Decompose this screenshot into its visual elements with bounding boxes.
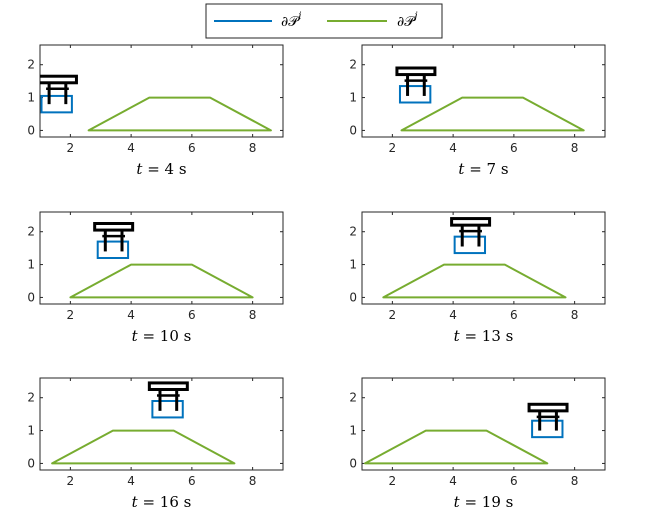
robot-top-bar bbox=[93, 222, 135, 232]
plot-area bbox=[40, 74, 272, 132]
plot-area bbox=[69, 222, 254, 299]
axes-box bbox=[361, 44, 606, 138]
x-tick-label: 6 bbox=[510, 474, 518, 488]
x-tick-label: 2 bbox=[389, 474, 397, 488]
x-tick-label: 4 bbox=[449, 308, 457, 322]
y-tick-label: 2 bbox=[27, 225, 35, 239]
robot-top-bar bbox=[395, 66, 437, 77]
subplot-1: 2 4 6 8 0 1 2 t = 7 s bbox=[349, 44, 606, 178]
y-tick-label: 1 bbox=[349, 424, 357, 438]
robot-top-bar bbox=[450, 217, 492, 227]
x-tick-label: 6 bbox=[510, 308, 518, 322]
trapezoid-boundary-pj bbox=[87, 96, 272, 132]
y-tick-label: 0 bbox=[349, 456, 357, 470]
x-tick-label: 6 bbox=[188, 308, 196, 322]
y-tick-label: 2 bbox=[27, 391, 35, 405]
plot-area bbox=[395, 66, 585, 132]
y-tick-label: 0 bbox=[27, 290, 35, 304]
subplot-caption: t = 7 s bbox=[458, 160, 508, 178]
plot-area bbox=[51, 381, 236, 465]
subplot-3: 2 4 6 8 0 1 2 t = 13 s bbox=[349, 211, 606, 345]
y-tick-label: 2 bbox=[349, 391, 357, 405]
box-boundary-pi bbox=[453, 235, 487, 255]
x-tick-label: 4 bbox=[449, 141, 457, 155]
subplot-caption: t = 19 s bbox=[454, 493, 514, 511]
x-tick-label: 8 bbox=[571, 141, 579, 155]
box-boundary-pi bbox=[96, 240, 130, 259]
x-tick-label: 8 bbox=[571, 474, 579, 488]
y-tick-label: 2 bbox=[349, 58, 357, 72]
subplot-caption: t = 10 s bbox=[132, 327, 192, 345]
plot-area bbox=[364, 402, 569, 465]
legend-label-0: ∂𝒫i bbox=[281, 11, 302, 30]
y-tick-label: 0 bbox=[27, 456, 35, 470]
trapezoid-boundary-pj bbox=[69, 263, 254, 299]
box-boundary-pi bbox=[531, 419, 564, 439]
legend: ∂𝒫i ∂𝒫j bbox=[205, 3, 443, 39]
x-tick-label: 4 bbox=[127, 141, 135, 155]
x-tick-label: 4 bbox=[127, 308, 135, 322]
x-tick-label: 2 bbox=[389, 308, 397, 322]
x-tick-label: 8 bbox=[571, 308, 579, 322]
box-boundary-pi bbox=[40, 94, 73, 114]
axes-box bbox=[39, 211, 284, 305]
x-tick-label: 8 bbox=[249, 474, 257, 488]
robot-top-bar bbox=[40, 74, 78, 85]
axes-box bbox=[39, 44, 284, 138]
box-boundary-pi bbox=[398, 85, 432, 104]
x-tick-label: 4 bbox=[127, 474, 135, 488]
x-tick-label: 6 bbox=[510, 141, 518, 155]
subplot-caption: t = 13 s bbox=[454, 327, 514, 345]
y-tick-label: 2 bbox=[27, 58, 35, 72]
plot-area bbox=[382, 217, 567, 299]
trapezoid-boundary-pj bbox=[400, 96, 585, 132]
box-boundary-pi bbox=[151, 400, 184, 419]
y-tick-label: 0 bbox=[27, 123, 35, 137]
subplot-caption: t = 4 s bbox=[136, 160, 186, 178]
subplot-0: 2 4 6 8 0 1 2 t = 4 s bbox=[27, 44, 284, 178]
x-tick-label: 6 bbox=[188, 141, 196, 155]
x-tick-label: 2 bbox=[67, 308, 75, 322]
x-tick-label: 2 bbox=[389, 141, 397, 155]
y-tick-label: 1 bbox=[349, 91, 357, 105]
legend-label-1: ∂𝒫j bbox=[397, 11, 417, 30]
trapezoid-boundary-pj bbox=[51, 429, 236, 465]
subplot-grid: 2 4 6 8 0 1 2 t = 4 s 2 4 6 8 0 1 2 t = 7 s 2 4 6 8 0 1 2 t = 1… bbox=[27, 44, 606, 511]
subplot-caption: t = 16 s bbox=[132, 493, 192, 511]
axes-box bbox=[361, 377, 606, 471]
x-tick-label: 8 bbox=[249, 308, 257, 322]
y-tick-label: 1 bbox=[27, 258, 35, 272]
y-tick-label: 1 bbox=[27, 424, 35, 438]
y-tick-label: 0 bbox=[349, 290, 357, 304]
y-tick-label: 2 bbox=[349, 225, 357, 239]
robot-top-bar bbox=[147, 381, 189, 391]
subplot-2: 2 4 6 8 0 1 2 t = 10 s bbox=[27, 211, 284, 345]
y-tick-label: 0 bbox=[349, 123, 357, 137]
x-tick-label: 4 bbox=[449, 474, 457, 488]
trapezoid-boundary-pj bbox=[364, 429, 549, 465]
trapezoid-boundary-pj bbox=[382, 263, 567, 299]
axes-box bbox=[361, 211, 606, 305]
x-tick-label: 8 bbox=[249, 141, 257, 155]
x-tick-label: 2 bbox=[67, 474, 75, 488]
robot-top-bar bbox=[527, 402, 569, 413]
y-tick-label: 1 bbox=[27, 91, 35, 105]
x-tick-label: 6 bbox=[188, 474, 196, 488]
subplot-4: 2 4 6 8 0 1 2 t = 16 s bbox=[27, 377, 284, 511]
x-tick-label: 2 bbox=[67, 141, 75, 155]
axes-box bbox=[39, 377, 284, 471]
y-tick-label: 1 bbox=[349, 258, 357, 272]
subplot-5: 2 4 6 8 0 1 2 t = 19 s bbox=[349, 377, 606, 511]
